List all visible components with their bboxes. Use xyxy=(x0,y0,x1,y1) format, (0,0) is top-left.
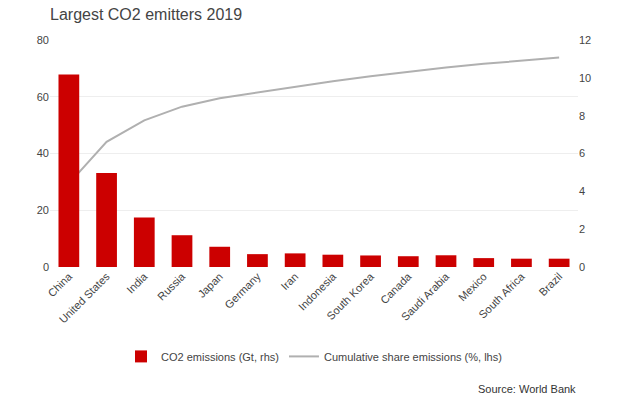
svg-text:Indonesia: Indonesia xyxy=(296,270,339,313)
svg-text:Cumulative share emissions (%,: Cumulative share emissions (%, lhs) xyxy=(324,351,502,363)
svg-text:Japan: Japan xyxy=(195,270,225,300)
svg-text:Brazil: Brazil xyxy=(537,270,565,298)
svg-text:12: 12 xyxy=(579,34,591,46)
svg-text:6: 6 xyxy=(579,147,585,159)
svg-text:Russia: Russia xyxy=(155,270,188,303)
svg-text:0: 0 xyxy=(579,261,585,273)
svg-text:South Korea: South Korea xyxy=(324,270,376,322)
svg-text:Source: World Bank: Source: World Bank xyxy=(478,383,576,395)
svg-text:10: 10 xyxy=(579,72,591,84)
svg-text:60: 60 xyxy=(37,91,49,103)
svg-text:United States: United States xyxy=(57,270,113,326)
svg-text:Largest CO2 emitters 2019: Largest CO2 emitters 2019 xyxy=(50,6,242,23)
svg-text:40: 40 xyxy=(37,147,49,159)
svg-text:Canada: Canada xyxy=(378,270,414,306)
svg-text:China: China xyxy=(45,270,74,299)
svg-text:South Africa: South Africa xyxy=(476,270,527,321)
svg-text:8: 8 xyxy=(579,110,585,122)
svg-text:20: 20 xyxy=(37,204,49,216)
svg-text:4: 4 xyxy=(579,185,585,197)
svg-text:Germany: Germany xyxy=(222,270,263,311)
svg-text:CO2 emissions (Gt, rhs): CO2 emissions (Gt, rhs) xyxy=(161,351,279,363)
svg-text:80: 80 xyxy=(37,34,49,46)
svg-text:2: 2 xyxy=(579,223,585,235)
svg-text:Saudi Arabia: Saudi Arabia xyxy=(399,270,452,323)
svg-text:Mexico: Mexico xyxy=(456,270,489,303)
svg-text:Iran: Iran xyxy=(279,270,301,292)
svg-text:India: India xyxy=(124,270,150,296)
svg-text:0: 0 xyxy=(43,261,49,273)
